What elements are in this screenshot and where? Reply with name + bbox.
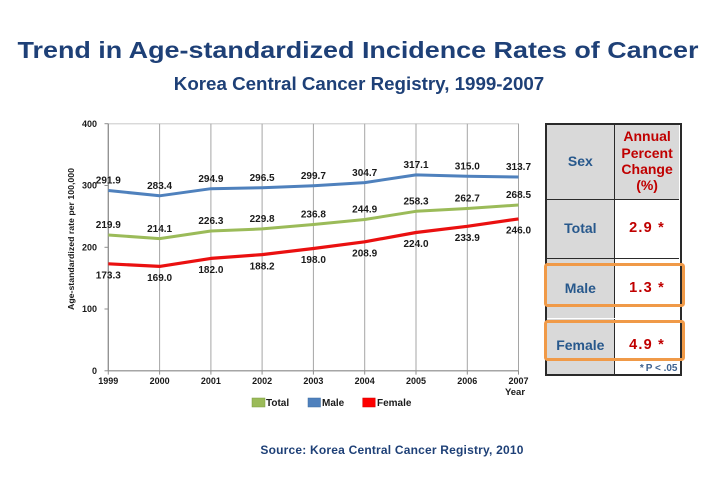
- svg-text:Age-standardized rate per 100: Age-standardized rate per 100,000: [66, 168, 76, 310]
- svg-text:2002: 2002: [252, 376, 272, 386]
- svg-text:2003: 2003: [303, 376, 323, 386]
- svg-text:315.0: 315.0: [455, 161, 480, 172]
- svg-text:0: 0: [92, 366, 97, 376]
- svg-text:294.9: 294.9: [198, 174, 223, 185]
- svg-text:Male: Male: [322, 398, 345, 409]
- svg-text:173.3: 173.3: [96, 271, 121, 282]
- svg-text:244.9: 244.9: [352, 205, 377, 216]
- svg-text:313.7: 313.7: [506, 162, 531, 173]
- svg-text:291.9: 291.9: [96, 176, 121, 187]
- svg-text:258.3: 258.3: [403, 197, 428, 208]
- svg-text:Year: Year: [505, 387, 525, 398]
- svg-text:188.2: 188.2: [250, 261, 275, 272]
- svg-text:2000: 2000: [150, 376, 170, 386]
- svg-text:2006: 2006: [457, 376, 477, 386]
- svg-text:182.0: 182.0: [198, 265, 223, 276]
- svg-text:262.7: 262.7: [455, 194, 480, 205]
- svg-text:236.8: 236.8: [301, 210, 326, 221]
- svg-text:2005: 2005: [406, 376, 426, 386]
- svg-text:300: 300: [82, 181, 97, 191]
- svg-text:268.5: 268.5: [506, 190, 531, 201]
- svg-text:226.3: 226.3: [198, 216, 223, 227]
- svg-text:304.7: 304.7: [352, 168, 377, 179]
- svg-text:100: 100: [82, 304, 97, 314]
- svg-text:208.9: 208.9: [352, 249, 377, 260]
- svg-text:Female: Female: [377, 398, 412, 409]
- svg-text:2007: 2007: [508, 376, 528, 386]
- svg-text:1999: 1999: [98, 376, 118, 386]
- svg-text:233.9: 233.9: [455, 233, 480, 244]
- svg-text:246.0: 246.0: [506, 226, 531, 237]
- svg-text:2004: 2004: [355, 376, 375, 386]
- svg-text:198.0: 198.0: [301, 255, 326, 266]
- svg-text:283.4: 283.4: [147, 181, 172, 192]
- svg-text:229.8: 229.8: [250, 214, 275, 225]
- svg-text:299.7: 299.7: [301, 171, 326, 182]
- svg-text:2001: 2001: [201, 376, 221, 386]
- svg-text:Total: Total: [266, 398, 289, 409]
- svg-text:296.5: 296.5: [250, 173, 275, 184]
- svg-text:400: 400: [82, 119, 97, 129]
- svg-text:200: 200: [82, 243, 97, 253]
- svg-text:224.0: 224.0: [403, 239, 428, 250]
- svg-text:317.1: 317.1: [403, 160, 428, 171]
- svg-text:169.0: 169.0: [147, 273, 172, 284]
- svg-text:214.1: 214.1: [147, 224, 172, 235]
- svg-text:219.9: 219.9: [96, 220, 121, 231]
